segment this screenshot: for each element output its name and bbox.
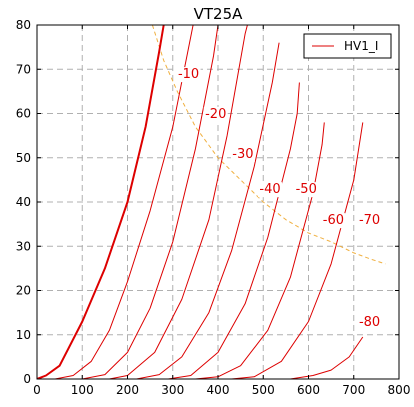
- y-tick-label: 80: [16, 18, 31, 32]
- curve-label-bg: [294, 182, 319, 198]
- curve-label: -70: [359, 213, 380, 228]
- curve-label: -20: [205, 107, 226, 122]
- plate-dissipation-limit: [151, 25, 386, 265]
- curve-label: -30: [232, 147, 253, 162]
- legend-entry: HV1_I: [344, 39, 378, 53]
- x-tick-label: 400: [207, 383, 230, 397]
- x-tick-label: 700: [342, 383, 365, 397]
- grid-bias-curve: [136, 42, 280, 379]
- series-layer: [37, 25, 364, 379]
- grid-bias-curve: [82, 25, 219, 379]
- y-tick-label: 70: [16, 62, 31, 76]
- curve-label: -40: [259, 182, 280, 197]
- x-tick-label: 300: [161, 383, 184, 397]
- grid-bias-curve: [195, 122, 325, 379]
- curve-label-bg: [258, 182, 283, 198]
- plate-dissipation-limit-curve: [151, 25, 386, 265]
- x-tick-label: 800: [388, 383, 411, 397]
- x-tick-label: 0: [33, 383, 41, 397]
- y-tick-label: 60: [16, 107, 31, 121]
- curve-label: -60: [323, 213, 344, 228]
- curve-label-bg: [176, 67, 201, 83]
- curve-label: -80: [359, 315, 380, 330]
- y-tick-label: 40: [16, 195, 31, 209]
- curve-label-bg: [357, 314, 382, 330]
- curve-label-bg: [357, 213, 382, 229]
- x-tick-label: 500: [252, 383, 275, 397]
- y-tick-label: 20: [16, 284, 31, 298]
- grid-bias-curve: [109, 25, 248, 379]
- tick-layer: 0 100 200 300 400 500 600 700 800 0 10 20 30 40 50 60 70…: [16, 18, 411, 397]
- y-tick-label: 50: [16, 151, 31, 165]
- x-tick-label: 100: [71, 383, 94, 397]
- curve-labels: -10 -20 -30 -40 -50 -60 -70 -80: [176, 67, 382, 330]
- x-tick-label: 200: [116, 383, 139, 397]
- grid-bias-curve: [231, 122, 364, 379]
- grid-bias-curve: [55, 25, 194, 379]
- y-tick-label: 10: [16, 328, 31, 342]
- grid-bias-curve: [290, 336, 364, 379]
- curve-label-bg: [230, 146, 255, 162]
- curve-label: -10: [178, 67, 199, 82]
- curve-label-bg: [321, 213, 346, 229]
- legend: HV1_I: [303, 33, 392, 59]
- curve-label: -50: [296, 182, 317, 197]
- grid-bias-curve: [168, 82, 300, 379]
- y-tick-label: 30: [16, 239, 31, 253]
- chart-title: VT25A: [194, 5, 244, 23]
- grid-bias-curve: [37, 25, 165, 379]
- grid: [37, 25, 399, 379]
- curve-label-bg: [203, 106, 228, 122]
- y-tick-label: 0: [23, 372, 31, 386]
- x-tick-label: 600: [297, 383, 320, 397]
